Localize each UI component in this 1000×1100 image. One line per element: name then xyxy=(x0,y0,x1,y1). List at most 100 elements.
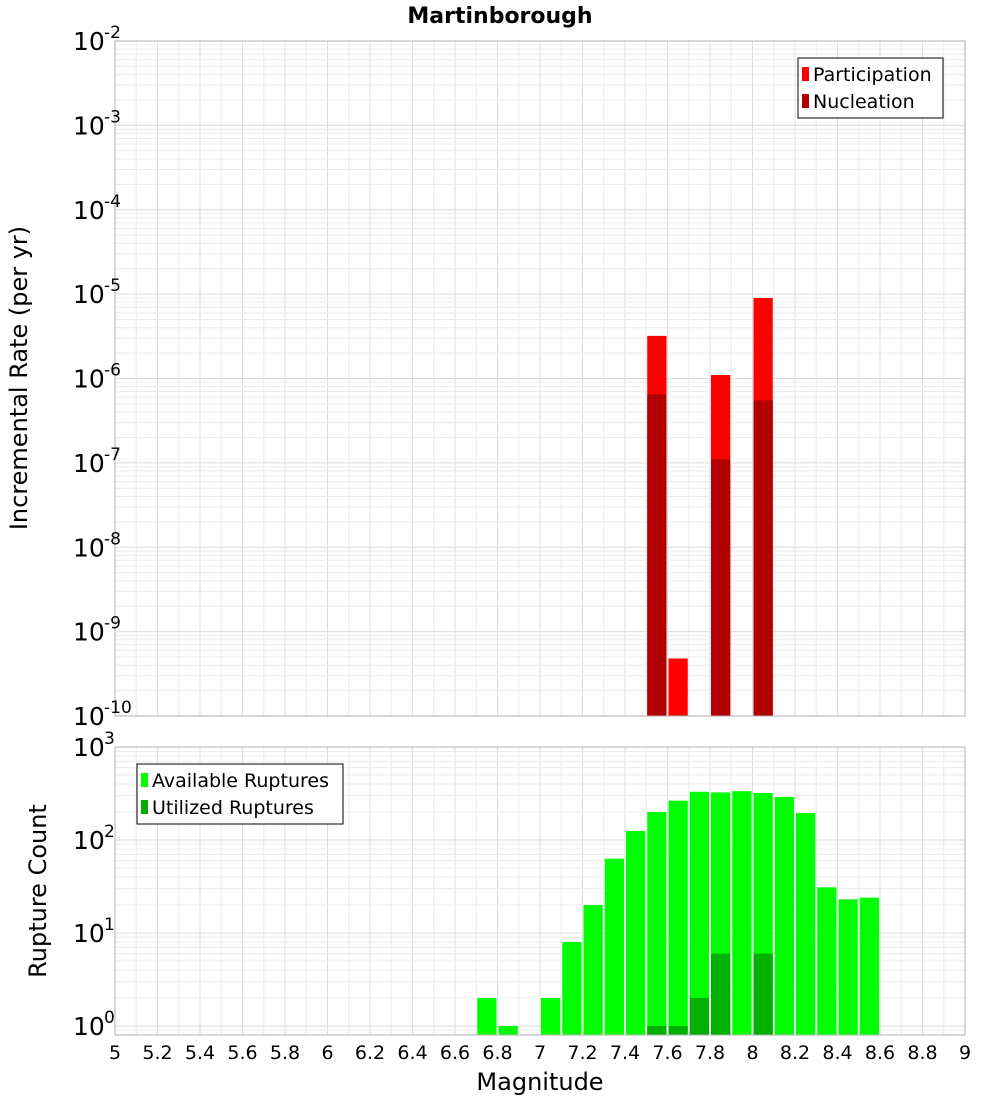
top-bars xyxy=(647,297,773,716)
bottom-y-axis-label: Rupture Count xyxy=(24,804,52,978)
available-ruptures-bar xyxy=(583,904,603,1035)
y-tick-exponent: -4 xyxy=(104,192,121,212)
participation-bar xyxy=(668,658,688,716)
legend-box xyxy=(797,57,944,119)
y-tick-exponent: -9 xyxy=(104,614,121,634)
top-plot-area: 10-210-310-410-510-610-710-810-910 -10Par… xyxy=(73,23,966,731)
x-tick-label: 6.2 xyxy=(355,1042,385,1064)
y-tick-label: 10 xyxy=(73,702,105,731)
available-ruptures-bar xyxy=(562,942,582,1035)
available-ruptures-bar xyxy=(796,813,816,1035)
available-ruptures-bar xyxy=(604,858,624,1035)
utilized-ruptures-bar xyxy=(711,953,731,1035)
x-axis-label: Magnitude xyxy=(476,1068,603,1096)
y-tick-exponent: -8 xyxy=(104,529,121,549)
y-tick-label: 10 xyxy=(73,618,105,647)
x-tick-label: 8 xyxy=(746,1042,758,1064)
y-tick-label: 10 xyxy=(73,449,105,478)
utilized-ruptures-legend-label: Utilized Ruptures xyxy=(152,797,314,819)
participation-legend-swatch xyxy=(802,67,809,81)
nucleation-bar xyxy=(753,400,773,716)
x-tick-label: 6.8 xyxy=(482,1042,512,1064)
available-ruptures-bar xyxy=(859,897,879,1035)
available-ruptures-bar xyxy=(689,791,709,1035)
x-tick-label: 5.8 xyxy=(270,1042,300,1064)
x-tick-label: 6.4 xyxy=(397,1042,427,1064)
available-ruptures-bar xyxy=(774,796,794,1035)
y-tick-label: 10 xyxy=(73,196,105,225)
bottom-grid xyxy=(114,747,966,1036)
x-tick-label: 8.8 xyxy=(907,1042,937,1064)
y-tick-label: 10 xyxy=(73,280,105,309)
y-tick-label: 10 xyxy=(73,365,105,394)
x-tick-label: 9 xyxy=(959,1042,971,1064)
available-ruptures-bar xyxy=(541,997,561,1035)
top-grid xyxy=(114,41,966,717)
y-tick-exponent: 0 xyxy=(104,1008,115,1028)
x-tick-label: 7.8 xyxy=(695,1042,725,1064)
y-tick-label: 10 xyxy=(73,533,105,562)
x-tick-label: 8.2 xyxy=(780,1042,810,1064)
top-y-axis-label: Incremental Rate (per yr) xyxy=(5,226,33,530)
nucleation-bar xyxy=(711,459,731,716)
y-tick-label: 10 xyxy=(73,826,105,855)
x-tick-label: 7.4 xyxy=(610,1042,640,1064)
y-tick-exponent: -5 xyxy=(104,276,121,296)
bottom-plot-frame xyxy=(114,746,966,1036)
legend-box xyxy=(136,763,344,825)
utilized-ruptures-bar xyxy=(668,1025,688,1035)
utilized-ruptures-bar xyxy=(689,997,709,1035)
x-tick-label: 7 xyxy=(534,1042,546,1064)
utilized-ruptures-bar xyxy=(753,953,773,1035)
y-tick-exponent: -7 xyxy=(104,445,121,465)
y-tick-exponent: -6 xyxy=(104,361,121,381)
x-tick-label: 5.4 xyxy=(185,1042,215,1064)
top-plot-frame xyxy=(114,40,966,717)
nucleation-legend-swatch xyxy=(802,94,809,108)
utilized-ruptures-legend-swatch xyxy=(141,800,148,814)
x-tick-label: 8.4 xyxy=(822,1042,852,1064)
x-tick-label: 6.6 xyxy=(440,1042,470,1064)
y-tick-exponent: 1 xyxy=(104,915,115,935)
available-ruptures-bar xyxy=(668,800,688,1035)
x-tick-label: 5.6 xyxy=(227,1042,257,1064)
available-ruptures-legend-swatch xyxy=(141,773,148,787)
utilized-ruptures-bar xyxy=(647,1025,667,1035)
x-ticks: 5 5.2 5.4 5.6 5.8 6 6.2 6.4 6.6 6.8 7 7.2 7.4 7.6 7.8 8… xyxy=(109,1042,971,1064)
available-ruptures-bar xyxy=(817,887,837,1035)
x-tick-label: 7.6 xyxy=(652,1042,682,1064)
available-ruptures-bar xyxy=(732,791,752,1035)
y-tick-exponent: -3 xyxy=(104,107,121,127)
available-ruptures-bar xyxy=(477,997,497,1035)
x-tick-label: 6 xyxy=(321,1042,333,1064)
y-tick-exponent: 3 xyxy=(104,729,115,749)
bottom-legend: Available Ruptures Utilized Ruptures xyxy=(136,763,344,825)
x-tick-label: 5 xyxy=(109,1042,121,1064)
y-tick-label: 10 xyxy=(73,733,105,762)
available-ruptures-legend-label: Available Ruptures xyxy=(152,770,329,792)
y-tick-exponent: 2 xyxy=(104,822,115,842)
available-ruptures-bar xyxy=(626,830,646,1035)
y-tick-exponent: -2 xyxy=(104,23,121,43)
participation-legend-label: Participation xyxy=(813,64,932,86)
nucleation-legend-label: Nucleation xyxy=(813,91,915,113)
bottom-bars xyxy=(477,791,879,1035)
y-tick-label: 10 xyxy=(73,1012,105,1041)
x-tick-label: 5.2 xyxy=(142,1042,172,1064)
y-tick-label: 10 xyxy=(73,27,105,56)
chart-title: Martinborough xyxy=(407,4,592,29)
x-tick-label: 7.2 xyxy=(567,1042,597,1064)
available-ruptures-bar xyxy=(498,1025,518,1035)
top-y-ticks: 10-210-310-410-510-610-710-810-910-10 xyxy=(73,23,132,731)
y-tick-exponent: -10 xyxy=(104,698,132,718)
nucleation-bar xyxy=(647,394,667,716)
top-legend: Participation Nucleation xyxy=(797,57,944,119)
y-tick-label: 10 xyxy=(73,111,105,140)
available-ruptures-bar xyxy=(647,812,667,1035)
y-tick-label: 10 xyxy=(73,919,105,948)
x-tick-label: 8.6 xyxy=(865,1042,895,1064)
available-ruptures-bar xyxy=(838,899,858,1035)
